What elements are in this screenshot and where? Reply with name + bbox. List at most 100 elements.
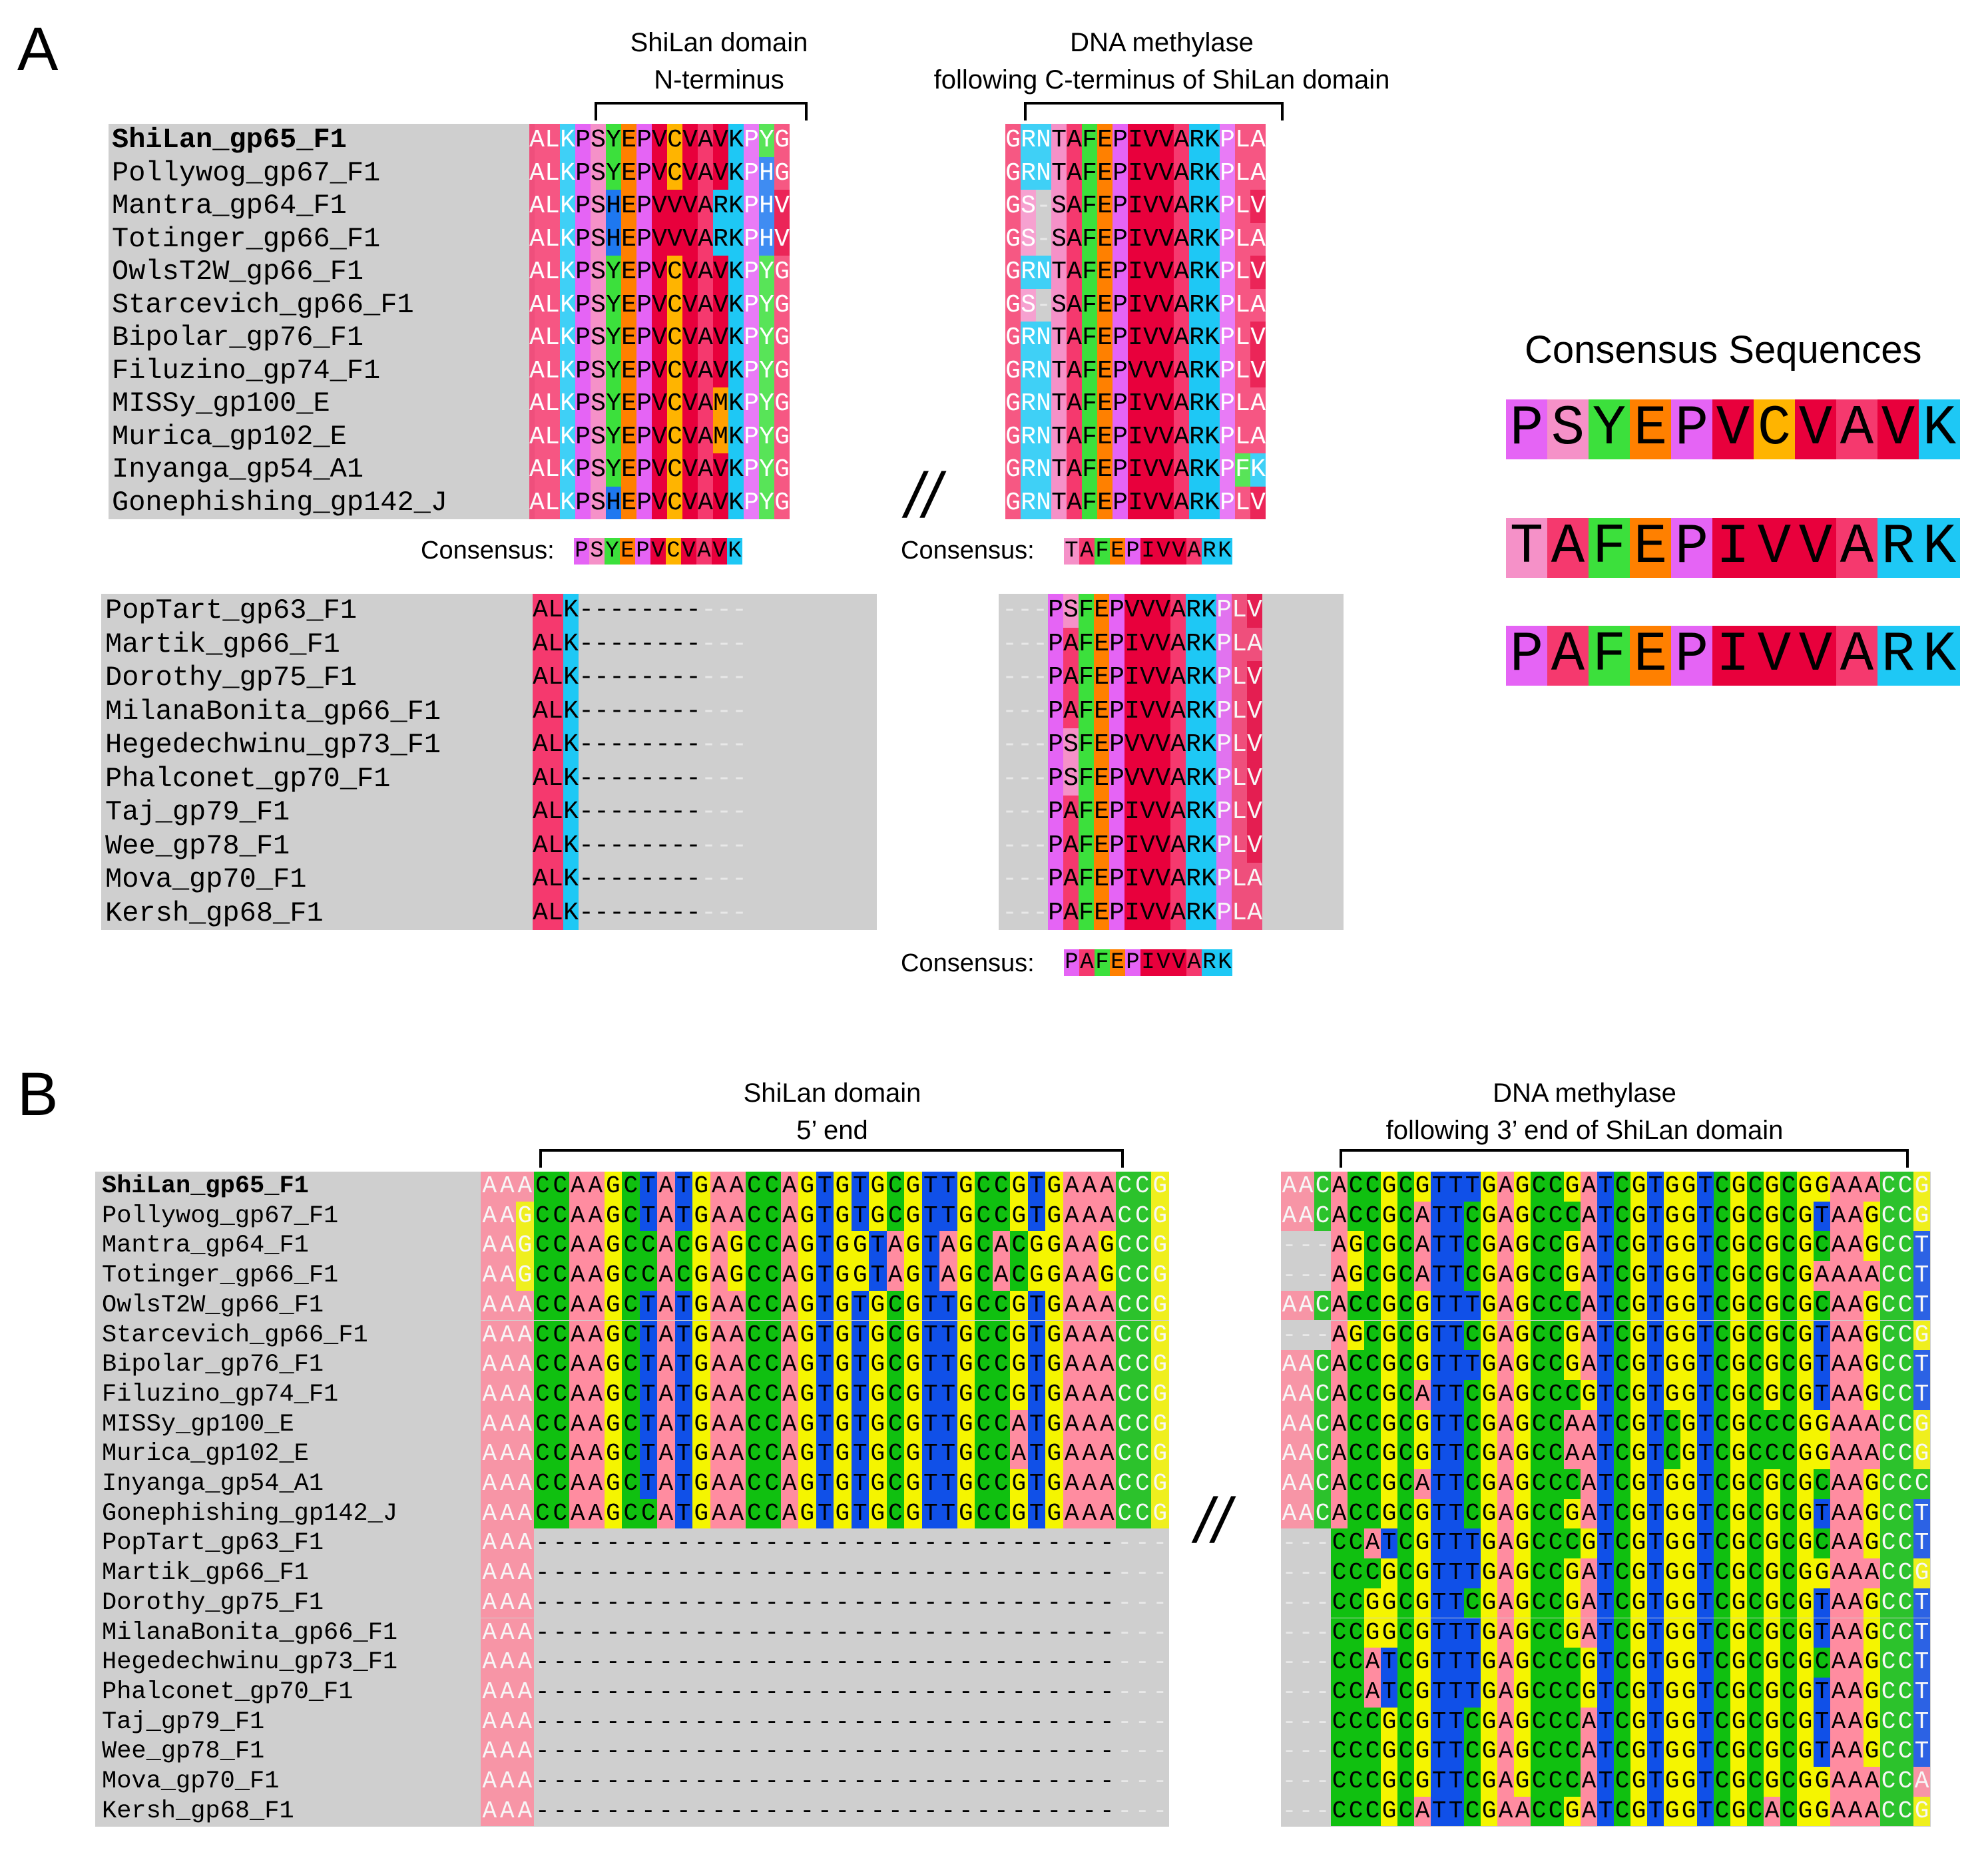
sequence-name: Gonephishing_gp142_J [112, 486, 448, 519]
residue: Y [759, 256, 774, 289]
residue: - [701, 796, 716, 829]
residue: - [569, 1558, 587, 1588]
residue: T [1647, 1409, 1664, 1440]
residue: T [1431, 1290, 1447, 1321]
residue: V [682, 288, 698, 322]
residue: - [921, 1767, 939, 1797]
residue: P [1671, 626, 1712, 686]
residue: A [710, 1172, 728, 1202]
residue: - [732, 694, 747, 728]
residue: F [1082, 387, 1097, 421]
residue: C [674, 1231, 692, 1262]
residue: V [1156, 949, 1171, 976]
residue: T [851, 1320, 869, 1351]
residue: K [1204, 156, 1220, 190]
residue: A [587, 1409, 605, 1440]
residue: - [716, 728, 732, 762]
residue: K [728, 256, 744, 289]
sequence-name: Pollywog_gp67_F1 [102, 1202, 339, 1230]
residue: G [1797, 1350, 1814, 1380]
residue: C [1547, 1350, 1564, 1380]
residue: G [1005, 190, 1021, 223]
residue: T [639, 1439, 657, 1469]
residue: - [834, 1648, 852, 1678]
residue: C [1547, 1558, 1564, 1588]
residue: C [992, 1409, 1010, 1440]
residue: - [869, 1528, 887, 1559]
residue: - [604, 1767, 622, 1797]
residue: P [1048, 694, 1063, 728]
residue: T [1464, 1677, 1481, 1708]
residue: - [816, 1558, 834, 1588]
residue: G [1005, 256, 1021, 289]
residue: L [548, 829, 563, 863]
residue: A [1081, 1290, 1099, 1321]
residue: - [904, 1677, 922, 1708]
residue: G [1630, 1767, 1647, 1797]
residue: P [575, 486, 591, 519]
residue: A [710, 1261, 728, 1291]
residue: G [1630, 1261, 1647, 1291]
residue: G [834, 1231, 852, 1262]
residue: C [992, 1290, 1010, 1321]
residue: C [1714, 1379, 1730, 1410]
residue: A [710, 1499, 728, 1529]
residue: - [745, 1677, 763, 1708]
residue: - [716, 829, 732, 863]
residue: P [744, 156, 759, 190]
residue: G [1797, 1320, 1814, 1351]
residue: G [1797, 1558, 1814, 1588]
residue: G [1630, 1528, 1647, 1559]
residue: - [1298, 1677, 1314, 1708]
residue: C [1780, 1290, 1797, 1321]
residue: - [716, 796, 732, 829]
residue: A [1581, 1588, 1597, 1618]
residue: - [1151, 1737, 1169, 1767]
residue: - [957, 1528, 975, 1559]
residue: - [1027, 1588, 1045, 1618]
residue: G [1381, 1767, 1397, 1797]
residue: C [551, 1290, 569, 1321]
residue: A [1298, 1379, 1314, 1410]
residue: C [1531, 1409, 1547, 1440]
residue: C [1397, 1499, 1414, 1529]
residue: C [886, 1320, 904, 1351]
residue: P [1113, 322, 1128, 355]
residue: P [1113, 486, 1128, 519]
residue: L [1235, 354, 1250, 387]
residue: Y [606, 124, 621, 157]
residue: T [1913, 1261, 1930, 1291]
residue: G [904, 1439, 922, 1469]
residue: A [529, 420, 545, 453]
residue: - [1017, 728, 1033, 762]
residue: A [1497, 1767, 1514, 1797]
residue: - [655, 594, 670, 628]
residue: G [692, 1469, 710, 1499]
residue: I [1128, 156, 1143, 190]
residue: C [992, 1201, 1010, 1232]
residue: T [1647, 1201, 1664, 1232]
residue: V [1155, 896, 1170, 930]
residue: - [780, 1588, 798, 1618]
sequence-name: Inyanga_gp54_A1 [112, 453, 364, 485]
residue: A [516, 1499, 534, 1529]
residue: A [1331, 1379, 1348, 1410]
residue: C [622, 1379, 640, 1410]
residue: E [621, 256, 636, 289]
residue: A [1063, 1350, 1081, 1380]
residue: C [1814, 1290, 1830, 1321]
residue: C [1116, 1320, 1134, 1351]
residue: G [1814, 1796, 1830, 1827]
residue: G [1381, 1261, 1397, 1291]
residue: A [1581, 1172, 1597, 1202]
residue: T [1506, 518, 1547, 578]
residue: C [1614, 1499, 1630, 1529]
residue: C [1714, 1231, 1730, 1262]
residue: P [1216, 863, 1232, 897]
residue: C [1348, 1677, 1364, 1708]
residue: V [1140, 863, 1155, 897]
residue: G [604, 1201, 622, 1232]
panel-b-right-header-line1: DNA methylase [1493, 1078, 1676, 1108]
residue: G [1814, 1409, 1830, 1440]
residue: P [1048, 627, 1063, 661]
